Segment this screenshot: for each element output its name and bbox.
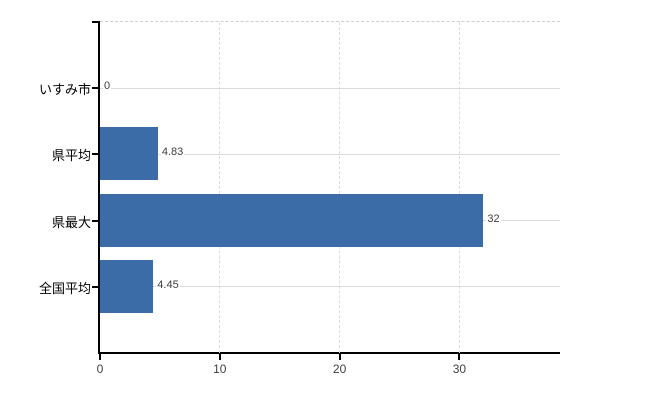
- x-tick: [99, 354, 101, 360]
- y-tick: [92, 219, 100, 222]
- bar: [100, 259, 154, 313]
- bar: [100, 193, 484, 247]
- x-tick: [218, 354, 221, 360]
- y-gridline: [100, 87, 560, 89]
- x-gridline: [219, 22, 221, 353]
- category-label: 全国平均: [38, 280, 91, 296]
- x-tick-label: 20: [332, 362, 347, 376]
- x-tick-label: 0: [96, 362, 104, 376]
- value-label: 32: [486, 212, 501, 228]
- x-tick-label: 30: [452, 362, 467, 376]
- category-label: 県最大: [51, 214, 91, 230]
- x-axis-line: [98, 352, 560, 354]
- x-tick: [458, 354, 461, 360]
- value-label: 0: [103, 80, 112, 96]
- plot-top-border: [100, 21, 560, 22]
- value-label: 4.45: [156, 278, 180, 294]
- category-label: いすみ市: [38, 82, 91, 98]
- y-gridline: [100, 153, 560, 155]
- y-tick: [92, 285, 100, 288]
- y-tick: [92, 153, 100, 156]
- x-gridline: [339, 22, 341, 353]
- y-axis-top-tick: [92, 21, 100, 23]
- value-label: 4.83: [160, 146, 185, 162]
- y-gridline: [100, 286, 560, 288]
- x-tick-label: 10: [213, 362, 227, 376]
- y-axis-line: [98, 21, 100, 354]
- x-gridline: [458, 22, 460, 353]
- bar: [100, 127, 158, 181]
- category-label: 県平均: [51, 148, 91, 164]
- y-tick: [92, 87, 100, 90]
- x-tick: [338, 354, 341, 360]
